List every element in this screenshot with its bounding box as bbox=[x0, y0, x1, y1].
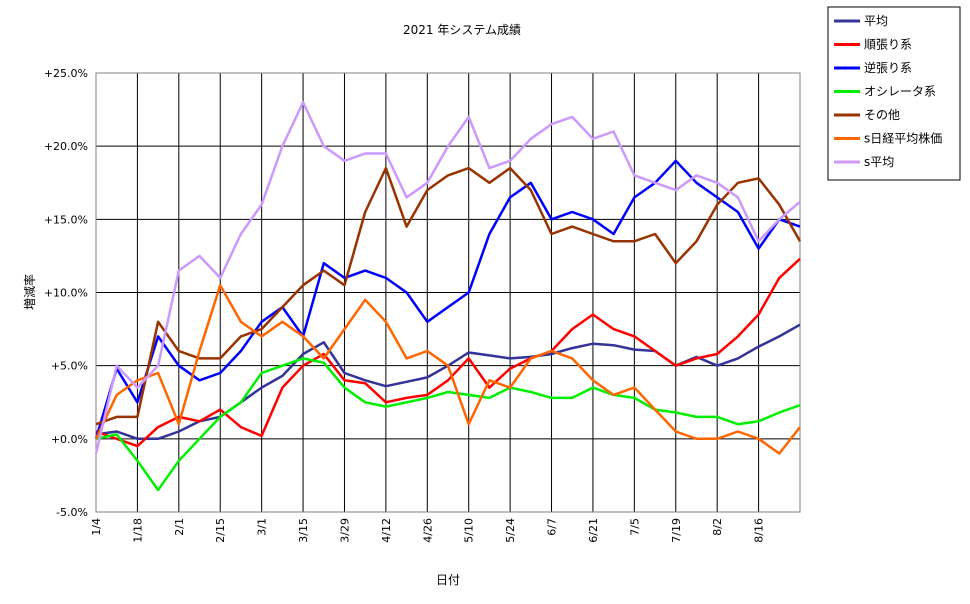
x-tick-label: 7/19 bbox=[670, 518, 683, 543]
x-tick-label: 3/29 bbox=[338, 518, 351, 543]
x-axis-label: 日付 bbox=[436, 573, 460, 587]
y-tick-label: +0.0% bbox=[51, 433, 88, 446]
y-tick-label: -5.0% bbox=[56, 506, 88, 519]
y-tick-label: +15.0% bbox=[44, 213, 88, 226]
legend-label-0: 平均 bbox=[864, 14, 888, 28]
x-tick-label: 3/1 bbox=[256, 518, 269, 536]
x-tick-label: 1/18 bbox=[131, 518, 144, 543]
plot-border bbox=[95, 72, 801, 513]
x-tick-label: 3/15 bbox=[297, 518, 310, 543]
y-tick-label: +25.0% bbox=[44, 67, 88, 80]
x-tick-label: 4/12 bbox=[380, 518, 393, 543]
chart-title: 2021 年システム成績 bbox=[403, 23, 521, 37]
x-tick-label: 5/24 bbox=[504, 518, 517, 543]
legend-label-6: s平均 bbox=[864, 155, 894, 169]
y-axis-label: 増減率 bbox=[22, 274, 37, 310]
x-tick-label: 5/10 bbox=[463, 518, 476, 543]
series-line-4 bbox=[95, 166, 802, 426]
x-tick-label: 1/4 bbox=[90, 518, 103, 536]
legend-label-1: 順張り系 bbox=[864, 38, 912, 52]
x-axis-ticks: 1/4 1/18 2/1 2/15 3/1 3/15 3/29 4/12 4/26 5/10 5/2… bbox=[90, 518, 766, 543]
series-lines bbox=[94, 101, 802, 492]
x-tick-label: 6/21 bbox=[587, 518, 600, 543]
y-tick-label: +10.0% bbox=[44, 287, 88, 300]
x-tick-label: 4/26 bbox=[421, 518, 434, 543]
x-tick-label: 8/2 bbox=[711, 518, 724, 536]
legend-label-5: s日経平均株価 bbox=[864, 131, 942, 146]
y-tick-label: +20.0% bbox=[44, 140, 88, 153]
series-line-3 bbox=[95, 357, 801, 492]
legend-label-4: その他 bbox=[864, 108, 900, 122]
grid-lines bbox=[95, 72, 800, 513]
series-line-6 bbox=[94, 101, 801, 454]
legend-label-3: オシレータ系 bbox=[864, 85, 936, 99]
x-tick-label: 8/16 bbox=[753, 518, 766, 543]
series-line-1 bbox=[95, 257, 801, 448]
y-axis-ticks: +25.0% +20.0% +15.0% +10.0% +5.0% +0.0% -5.0% bbox=[44, 67, 88, 519]
y-tick-label: +5.0% bbox=[51, 360, 88, 373]
legend-box bbox=[827, 6, 961, 181]
x-tick-label: 6/7 bbox=[546, 518, 559, 536]
x-tick-label: 2/1 bbox=[173, 518, 186, 536]
legend-label-2: 逆張り系 bbox=[864, 60, 912, 75]
series-line-5 bbox=[94, 283, 801, 455]
x-tick-label: 2/15 bbox=[214, 518, 227, 543]
series-line-2 bbox=[94, 159, 801, 440]
x-tick-label: 7/5 bbox=[628, 518, 641, 536]
